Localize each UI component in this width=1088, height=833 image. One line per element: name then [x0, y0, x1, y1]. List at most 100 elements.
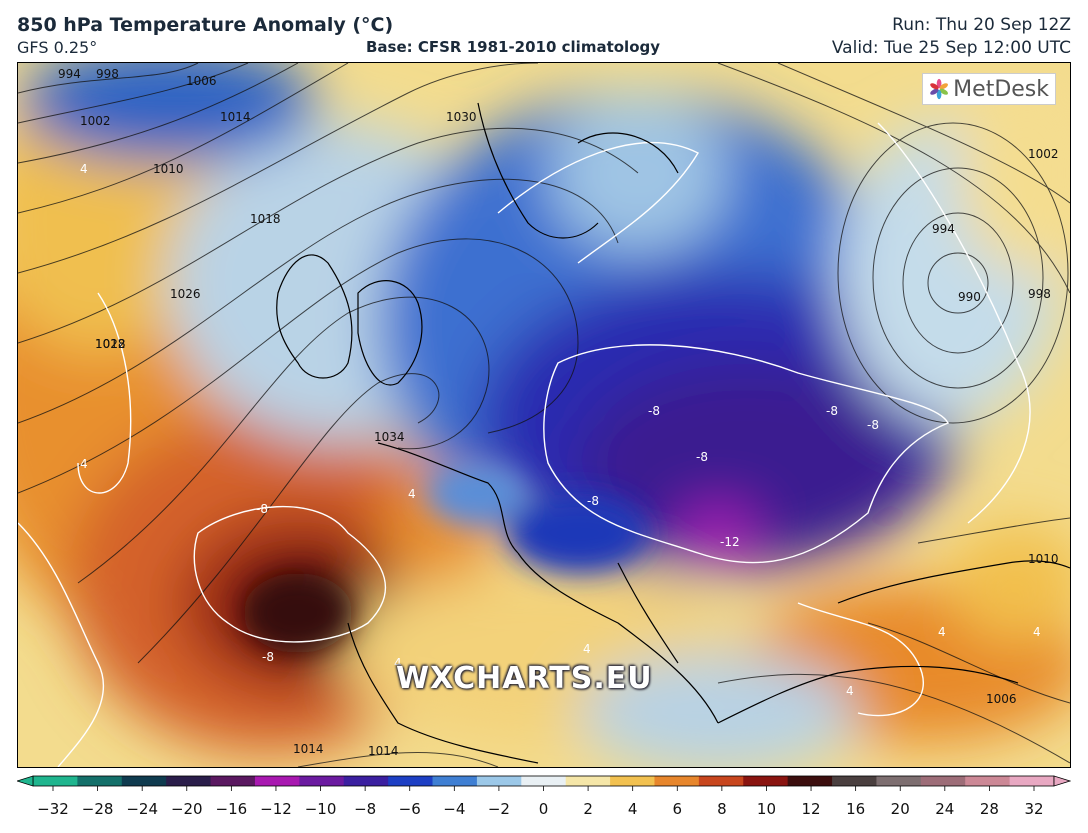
isobar-label: 1026: [170, 287, 201, 301]
colorbar-tick-label: −8: [354, 800, 376, 818]
map-labels: 994 9981002100610101014101810221026103010…: [58, 67, 1059, 758]
metdesk-flower-icon: [930, 78, 948, 100]
colorbar-tick-label: 16: [846, 800, 865, 818]
colorbar: −32 −28 −24 −20 −16 −12 −10 −8 −6 −4 −2 0 2 4 6 8 10 12 16…: [17, 775, 1071, 818]
colorbar-tick-label: −20: [171, 800, 203, 818]
anomaly-label: -8: [867, 418, 879, 432]
colorbar-tick-label: −10: [305, 800, 337, 818]
colorbar-tick-label: 8: [717, 800, 727, 818]
anomaly-label: 4: [583, 642, 591, 656]
anomaly-label: -8: [648, 404, 660, 418]
colorbar-cell: [254, 776, 300, 786]
anomaly-label: 4: [846, 684, 854, 698]
colorbar-tick-label: −16: [216, 800, 248, 818]
isobar-label: 1014: [220, 110, 251, 124]
colorbar-cell: [1009, 776, 1055, 786]
isobar-label: 994: [932, 222, 955, 236]
model-label: GFS 0.25°: [17, 38, 98, 57]
colorbar-cell: [299, 776, 345, 786]
colorbar-cell: [920, 776, 966, 786]
anomaly-label: -8: [262, 650, 274, 664]
colorbar-tick-label: 2: [583, 800, 593, 818]
colorbar-tick-label: −32: [37, 800, 69, 818]
colorbar-tick-label: 10: [757, 800, 776, 818]
colorbar-cell: [121, 776, 167, 786]
colorbar-tick-label: −2: [488, 800, 510, 818]
colorbar-tick-label: 24: [935, 800, 954, 818]
colorbar-cell: [476, 776, 522, 786]
anomaly-label: -8: [826, 404, 838, 418]
colorbar-tick-label: 20: [891, 800, 910, 818]
anomaly-label: 4: [938, 625, 946, 639]
isobar-label: 994: [58, 67, 81, 81]
colorbar-cell: [77, 776, 123, 786]
metdesk-logo-text: MetDesk: [953, 76, 1049, 102]
anomaly-detail: [243, 463, 648, 653]
isobar-label: 1018: [250, 212, 281, 226]
colorbar-cell: [610, 776, 655, 786]
isobar-label: 1006: [986, 692, 1017, 706]
colorbar-cell: [965, 776, 1011, 786]
colorbar-cell: [832, 776, 877, 786]
colorbar-cell: [876, 776, 922, 786]
anomaly-label: 4: [80, 162, 88, 176]
anomaly-label: -12: [720, 535, 740, 549]
colorbar-ticks: −32 −28 −24 −20 −16 −12 −10 −8 −6 −4 −2 0 2 4 6 8 10 12 16…: [37, 786, 1044, 818]
colorbar-cell: [432, 776, 478, 786]
colorbar-cell: [565, 776, 611, 786]
coastlines: [276, 102, 1070, 764]
colorbar-cells: [32, 775, 1055, 787]
colorbar-tick-label: 4: [628, 800, 638, 818]
colorbar-cell: [388, 776, 434, 786]
colorbar-cell: [33, 776, 78, 786]
isobar-label: 1010: [1028, 552, 1059, 566]
isobar-label: 990: [958, 290, 981, 304]
anomaly-map[interactable]: 994 998 1002 1006 1010 1014 1018 1022 1026 1030 10…: [17, 62, 1071, 768]
colorbar-tick-label: 6: [672, 800, 682, 818]
isobar-label: 1018: [95, 337, 126, 351]
anomaly-label: 4: [1033, 625, 1041, 639]
colorbar-max-arrow: [1053, 775, 1071, 787]
isobar-label: 1006: [186, 74, 217, 88]
colorbar-cell: [698, 776, 744, 786]
colorbar-min-arrow: [17, 775, 34, 787]
run-time-label: Run: Thu 20 Sep 12Z: [892, 15, 1071, 35]
colorbar-cell: [743, 776, 789, 786]
isobar-label: 1030: [446, 110, 477, 124]
anomaly-label: 4: [80, 457, 88, 471]
isobar-label: 998: [1028, 287, 1051, 301]
colorbar-tick-label: −6: [399, 800, 421, 818]
isobar-label: 1002: [80, 114, 111, 128]
colorbar-tick-label: −24: [126, 800, 158, 818]
chart-title: 850 hPa Temperature Anomaly (°C): [17, 14, 394, 36]
colorbar-tick-label: 28: [980, 800, 999, 818]
colorbar-tick-label: −4: [443, 800, 465, 818]
anomaly-label: -8: [256, 502, 268, 516]
colorbar-cell: [210, 776, 256, 786]
isobar-label: 1034: [374, 430, 405, 444]
colorbar-cell: [166, 776, 212, 786]
colorbar-cell: [343, 776, 389, 786]
anomaly-contours: [18, 122, 1031, 767]
isobar-label: 1002: [1028, 147, 1059, 161]
colorbar-tick-label: 0: [539, 800, 549, 818]
anomaly-label: 4: [394, 656, 402, 670]
anomaly-label: -8: [696, 450, 708, 464]
valid-time-label: Valid: Tue 25 Sep 12:00 UTC: [831, 38, 1071, 58]
isobar-label: 998: [96, 67, 119, 81]
isobar-label: 1022: [95, 337, 126, 351]
isobars: [18, 63, 1070, 767]
colorbar-tick-label: −28: [82, 800, 114, 818]
anomaly-label: 4: [408, 487, 416, 501]
colorbar-tick-label: −12: [260, 800, 292, 818]
anomaly-label: -8: [587, 494, 599, 508]
isobar-label: 1010: [153, 162, 184, 176]
wxcharts-watermark: WXCHARTS.EU: [396, 661, 653, 696]
colorbar-cell: [787, 776, 833, 786]
colorbar-cell: [654, 776, 700, 786]
metdesk-logo: MetDesk: [922, 73, 1056, 105]
colorbar-tick-label: 32: [1024, 800, 1043, 818]
colorbar-cell: [521, 776, 567, 786]
colorbar-tick-label: 12: [801, 800, 820, 818]
isobar-label: 1014: [368, 744, 399, 758]
